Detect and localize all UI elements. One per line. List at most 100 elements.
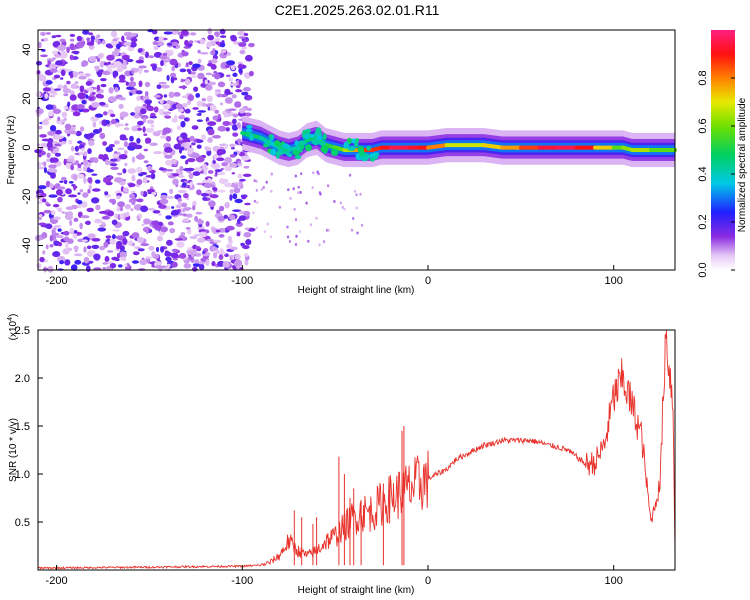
spectrogram-cell <box>136 137 141 144</box>
spectrogram-cell <box>86 87 94 92</box>
spectrogram-blob <box>277 148 284 156</box>
spectrogram-cell <box>237 160 241 164</box>
spectrogram-cell <box>53 74 61 79</box>
spectrogram-cell <box>171 41 179 47</box>
spectrogram-noise <box>34 27 364 273</box>
spectrogram-cell <box>77 163 82 168</box>
spectrogram-cell <box>207 34 215 41</box>
spectrogram-blob <box>347 146 356 152</box>
spectrogram-blob <box>370 157 375 162</box>
spectrogram-cell <box>266 222 269 226</box>
colorbar: 0.0 0.2 0.4 0.6 0.8 Normalized spectral ampl… <box>697 30 748 278</box>
spectrogram-cell <box>55 189 63 196</box>
spectrogram-cell <box>183 168 192 172</box>
spectrogram-cell <box>241 195 247 200</box>
spectrogram-cell <box>159 56 168 60</box>
snr-multiplier-exponent: 4 <box>7 317 14 321</box>
spectrogram-cell <box>81 108 90 113</box>
spectrogram-cell <box>88 260 94 264</box>
spectrogram-cell <box>132 242 135 247</box>
spectrogram-cell <box>99 245 106 251</box>
spectrogram-cell <box>238 151 246 157</box>
spectrogram-cell <box>228 108 237 111</box>
spectrogram-cell <box>111 50 120 57</box>
snr-y-tick-label: 0.5 <box>15 517 30 529</box>
spectrogram-y-axis-label: Frequency (Hz) <box>6 116 17 185</box>
spectrogram-cell <box>263 230 267 234</box>
spectrogram-cell <box>213 252 218 259</box>
spectrogram-cell <box>244 227 250 230</box>
spectrogram-cell <box>53 216 61 220</box>
spectrogram-cell <box>269 235 272 239</box>
spectrogram-cell <box>104 191 109 196</box>
spectrogram-cell <box>135 154 145 160</box>
spectrogram-cell <box>88 32 94 36</box>
spectrogram-cell <box>145 175 154 178</box>
spectrogram-cell <box>237 61 244 65</box>
spectrogram-cell <box>35 60 43 66</box>
spectrogram-cell <box>155 246 160 253</box>
spectrogram-cell <box>91 101 100 108</box>
spectrogram-cell <box>315 216 318 220</box>
spectrogram-cell <box>50 124 57 132</box>
spectrogram-cell <box>237 138 241 146</box>
spectrogram-cell <box>119 213 125 220</box>
spectrogram-cell <box>212 135 221 139</box>
spectrogram-cell <box>295 234 298 238</box>
spectrogram-cell <box>141 223 145 227</box>
spectrogram-cell <box>85 81 93 86</box>
spectrogram-cell <box>90 35 96 41</box>
spectrogram-cell <box>174 238 183 241</box>
spectrogram-cell <box>189 181 193 188</box>
spectrogram-cell <box>76 104 85 110</box>
spectrogram-cell <box>219 248 224 255</box>
spectrogram-cell <box>138 68 142 75</box>
spectrogram-cell <box>58 139 63 142</box>
spectrogram-cell <box>36 143 41 147</box>
spectrogram-cell <box>151 191 157 196</box>
spectrogram-cell <box>62 248 70 255</box>
spectrogram-cell <box>213 71 218 74</box>
spectrogram-cell <box>56 235 64 239</box>
spectrogram-cell <box>180 78 185 83</box>
spectrogram-cell <box>65 242 69 249</box>
spectrogram-cell <box>197 58 202 64</box>
spectrogram-cell <box>111 234 116 240</box>
spectrogram-cell <box>220 167 224 171</box>
spectrogram-cell <box>199 38 206 45</box>
spectrogram-cell <box>270 189 273 193</box>
spectrogram-cell <box>81 239 88 242</box>
spectrogram-cell <box>66 46 70 53</box>
spectrogram-cell <box>50 157 59 163</box>
spectrogram-cell <box>294 174 297 178</box>
spectrogram-cell <box>224 201 230 209</box>
spectrogram-blob <box>246 124 253 129</box>
spectrogram-cell <box>353 189 357 193</box>
spectrogram-cell <box>108 144 115 148</box>
spectrogram-cell <box>240 242 245 246</box>
spectrogram-blob <box>366 145 371 151</box>
spectrogram-cell <box>94 65 100 72</box>
spectrogram-cell <box>166 74 170 81</box>
spectrogram-cell <box>87 148 92 155</box>
spectrogram-cell <box>171 65 175 72</box>
spectrogram-cell <box>81 99 87 105</box>
spectrogram-cell <box>87 133 96 136</box>
snr-y-tick-label: 1.0 <box>15 469 30 481</box>
spectrogram-cell <box>81 147 85 152</box>
spectrogram-cell <box>131 156 136 163</box>
spectrogram-cell <box>238 210 245 214</box>
spectrogram-cell <box>47 130 56 136</box>
spectrogram-cell <box>199 170 205 174</box>
spectrogram-cell <box>110 118 117 125</box>
spectrogram-cell <box>40 142 48 148</box>
spectrogram-cell <box>237 173 243 179</box>
spectrogram-cell <box>88 185 93 190</box>
spectrogram-cell <box>219 102 224 106</box>
spectrogram-cell <box>224 253 229 258</box>
spectrogram-cell <box>97 53 103 60</box>
spectrogram-cell <box>77 203 82 209</box>
spectrogram-cell <box>83 133 89 139</box>
spectrogram-cell <box>191 125 199 130</box>
spectrogram-cell <box>92 188 101 192</box>
